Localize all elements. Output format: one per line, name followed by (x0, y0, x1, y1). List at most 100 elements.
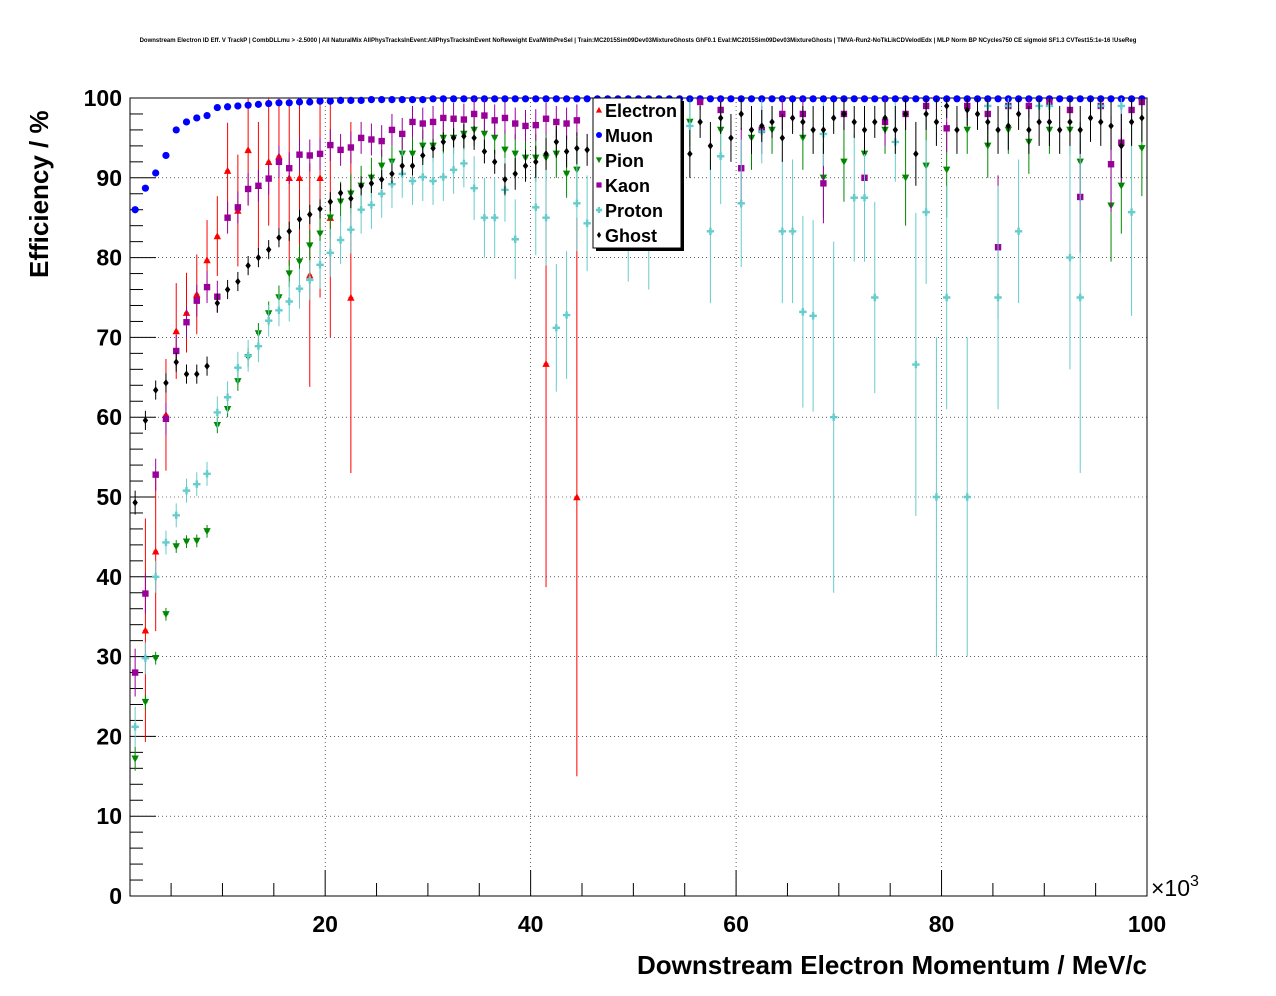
data-point (295, 174, 304, 181)
data-point (275, 158, 283, 166)
data-point (871, 293, 879, 302)
data-point (1107, 95, 1115, 103)
data-point (326, 97, 334, 105)
data-point (347, 144, 355, 151)
data-point (244, 352, 252, 360)
data-point (234, 204, 242, 211)
data-point (265, 245, 272, 254)
data-point (1056, 126, 1063, 134)
x-tick-label: 20 (312, 911, 338, 937)
data-point (213, 103, 221, 112)
data-point (809, 312, 817, 320)
data-point (942, 166, 951, 174)
legend: Electron Muon Pion Kaon Proton Ghost (592, 97, 684, 251)
data-point (738, 110, 744, 118)
data-point (829, 413, 838, 421)
data-point (501, 114, 509, 122)
data-point (203, 111, 211, 120)
data-point (142, 590, 149, 597)
data-point (286, 227, 292, 235)
data-point (851, 118, 857, 126)
data-point (182, 118, 191, 126)
data-point (449, 95, 458, 103)
legend-item-kaon: Kaon (596, 176, 650, 196)
data-point (778, 227, 787, 235)
data-point (285, 297, 293, 306)
data-point (214, 299, 221, 307)
data-point (408, 150, 417, 158)
data-point (584, 146, 590, 154)
data-point (151, 654, 160, 662)
data-point (533, 158, 539, 166)
data-point (131, 755, 139, 763)
data-point (953, 95, 961, 103)
data-point (286, 165, 293, 172)
legend-label: Proton (605, 201, 663, 221)
data-point (1066, 253, 1074, 262)
data-point (491, 95, 499, 103)
data-point (481, 112, 488, 119)
data-point (573, 95, 581, 103)
data-point (141, 184, 150, 192)
data-point (943, 125, 950, 132)
data-point (244, 185, 252, 193)
data-point (737, 199, 745, 208)
data-point (172, 327, 180, 335)
y-tick-label: 50 (96, 484, 122, 510)
data-point (543, 150, 549, 158)
data-point (316, 150, 324, 158)
data-point (275, 306, 283, 314)
data-point (183, 370, 190, 378)
data-point (769, 118, 775, 126)
data-point (882, 114, 888, 122)
data-point (748, 126, 755, 134)
data-point (963, 493, 971, 501)
data-point (295, 285, 304, 293)
data-point (521, 95, 530, 103)
data-point (347, 293, 355, 301)
data-point (902, 110, 909, 118)
legend-marker (595, 157, 603, 164)
data-point (276, 233, 282, 242)
data-point (399, 162, 405, 170)
data-point (235, 277, 241, 286)
data-point (583, 219, 591, 227)
data-point (532, 121, 539, 129)
data-point (163, 379, 169, 387)
data-point (799, 308, 807, 316)
data-point (511, 95, 519, 103)
data-point (491, 117, 498, 124)
data-point (1098, 118, 1104, 126)
data-point (819, 95, 828, 103)
data-point (173, 347, 180, 355)
y-tick-label: 0 (109, 883, 122, 909)
data-point (687, 150, 693, 158)
data-point (553, 138, 560, 146)
data-point (368, 179, 375, 188)
data-point (449, 166, 458, 174)
data-point (747, 95, 756, 103)
data-point (182, 486, 191, 495)
data-point (872, 118, 878, 126)
data-point (461, 132, 467, 141)
data-point (234, 102, 242, 110)
data-point (810, 126, 816, 134)
data-point (182, 538, 191, 546)
data-point (203, 528, 211, 536)
data-point (439, 95, 447, 103)
x-exponent-base: ×10 (1151, 875, 1190, 901)
data-point (142, 416, 149, 425)
data-point (563, 147, 570, 156)
data-point (296, 151, 303, 158)
data-point (152, 169, 160, 177)
data-point (152, 386, 159, 394)
data-point (388, 126, 396, 134)
x-axis-title: Downstream Electron Momentum / MeV/c (637, 950, 1147, 980)
data-point (1076, 95, 1084, 103)
data-point (573, 117, 581, 124)
y-tick-label: 100 (84, 85, 122, 111)
data-point (542, 360, 550, 367)
data-point (336, 236, 345, 244)
legend-marker (595, 106, 603, 113)
